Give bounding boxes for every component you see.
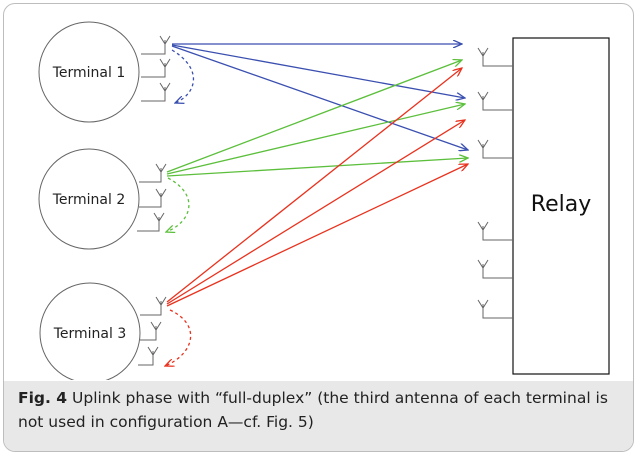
figure-caption: Fig. 4 Uplink phase with “full-duplex” (… [18,386,618,434]
antenna-icon [477,47,513,67]
figure-number: Fig. 4 [18,389,68,407]
antenna-icon [138,346,159,366]
link-arrow [166,104,465,175]
terminal-1-circle [38,21,140,123]
terminal-1-antennas [141,35,171,102]
relay-label: Relay [531,192,591,217]
link-arrow [171,45,468,150]
relay: Relay [477,37,610,375]
terminal-3-label: Terminal 3 [53,326,127,342]
terminal-3: Terminal 3 [39,282,167,380]
antenna-icon [477,259,513,279]
antenna-icon [137,212,165,232]
antenna-icon [477,299,513,319]
terminal-1-label: Terminal 1 [52,65,126,81]
link-arrow [166,60,462,173]
antenna-icon [139,188,167,208]
antenna-icon [141,58,171,78]
antenna-icon [140,321,162,341]
link-arrow [166,164,468,307]
antenna-icon [477,91,513,111]
terminal-3-antennas [138,296,167,366]
terminal-2-antennas [137,163,167,232]
terminal-2-links [166,60,468,232]
self-interference-arrow [165,309,192,366]
antenna-icon [141,35,171,55]
relay-box [512,37,610,375]
uplink-diagram: Terminal 1 Terminal 2 Terminal 3 Relay [38,21,610,380]
link-arrow [171,44,465,98]
antenna-icon [477,139,513,159]
self-interference-arrow [166,177,190,232]
terminal-2-label: Terminal 2 [52,192,126,208]
antenna-icon [139,163,167,183]
caption-text: Uplink phase with “full-duplex” (the thi… [18,389,608,431]
terminal-1: Terminal 1 [38,21,171,123]
link-arrow [166,120,465,305]
terminal-3-circle [39,282,141,380]
terminal-1-links [171,44,468,150]
caption-background [4,381,633,451]
terminal-2: Terminal 2 [38,148,167,250]
relay-antennas [477,47,513,319]
terminal-3-links [165,68,468,366]
antenna-icon [140,296,167,316]
antenna-icon [477,221,513,241]
self-interference-arrow [171,49,195,103]
antenna-icon [141,82,171,102]
link-arrow [166,158,468,177]
link-arrow [166,68,462,303]
terminal-2-circle [38,148,140,250]
